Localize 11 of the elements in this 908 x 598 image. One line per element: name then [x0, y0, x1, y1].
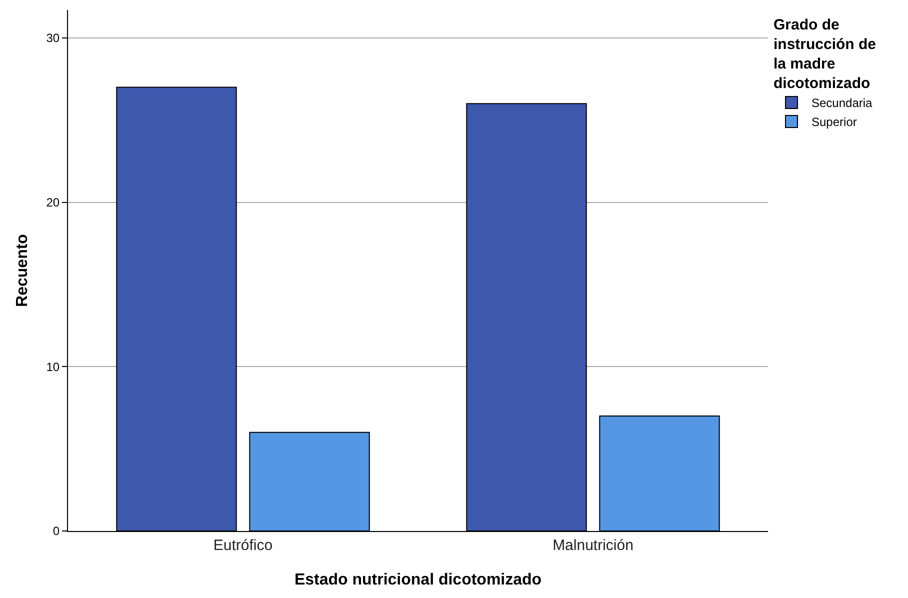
legend-title: Grado de instrucción de la madre dicotomizado [774, 16, 876, 92]
x-axis-title: Estado nutricional dicotomizado [294, 572, 542, 589]
y-tick-label: 0 [52, 524, 60, 538]
y-tick-label: 20 [46, 195, 60, 210]
x-tick-label: Eutrófico [213, 537, 273, 554]
y-axis-title: Recuento [14, 234, 32, 307]
y-tick-label: 10 [46, 360, 60, 374]
x-tick-label: Malnutrición [552, 537, 634, 554]
y-tick-label: 30 [46, 31, 60, 46]
legend-label: Superior [812, 115, 857, 130]
legend-label: Secundaria [812, 96, 873, 110]
